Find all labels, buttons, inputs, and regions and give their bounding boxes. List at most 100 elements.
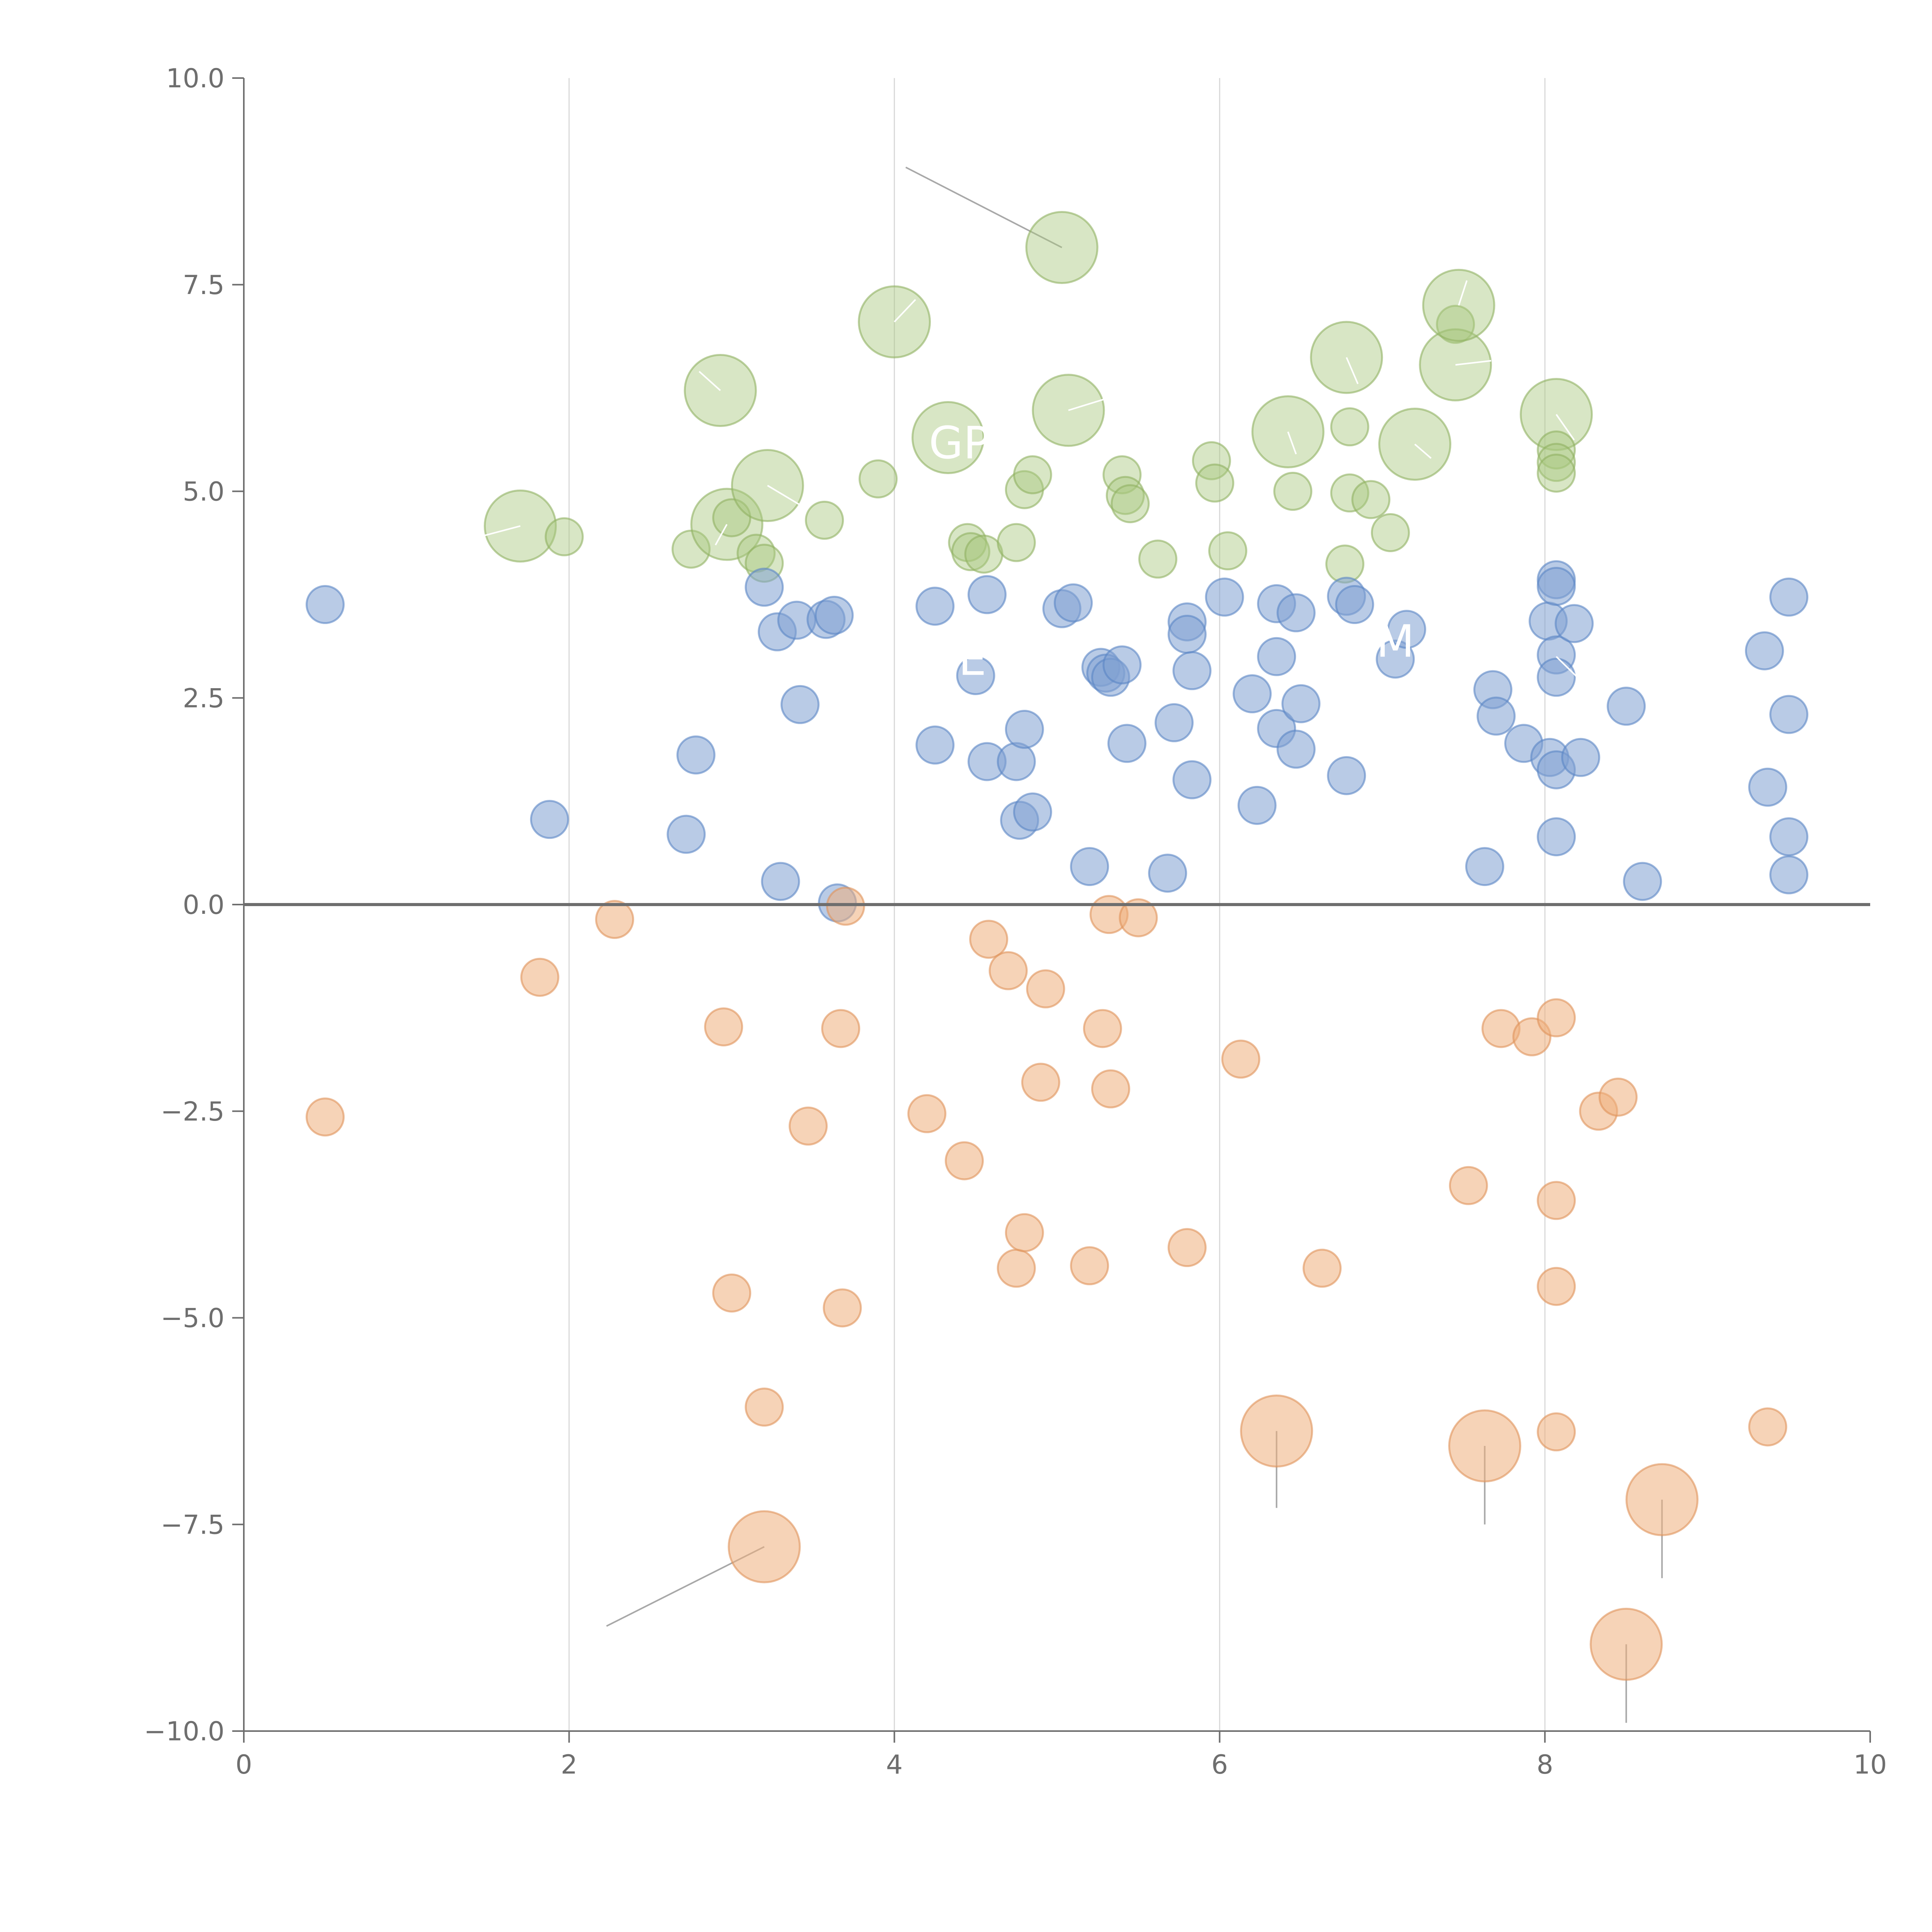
bubble-point-low [907,1094,947,1133]
bubble-point-high [859,459,898,498]
bubble-point-high [1111,484,1150,524]
bubble-point-mid [1769,695,1809,734]
bubble-point-low [1083,1009,1122,1048]
bubble-point-mid [1327,756,1366,795]
bubble-point-mid [997,742,1036,781]
bubble-point-mid [530,800,569,839]
bubble-point-mid [1013,792,1052,832]
bubble-point-low [1449,1166,1488,1205]
x-tick-label: 6 [1211,1750,1228,1780]
bubble-point-mid [1769,817,1809,857]
bubble-point-mid [1233,674,1272,714]
bubble-point-low [1026,969,1065,1009]
bubble-point-mid [1537,566,1576,606]
bubble-point-low [789,1106,828,1146]
bubble-point-mid [1107,724,1146,763]
bubble-point-mid [1054,583,1093,622]
bubble-point-mid [1155,703,1194,742]
bubble-point-mid [1607,687,1646,726]
leader-line [1345,357,1359,384]
y-tick-label: −7.5 [161,1510,224,1540]
bubble-point-low [1625,1463,1699,1536]
bubble-point-low [1590,1607,1663,1681]
bubble-point-mid [1561,738,1600,777]
bubble-point-mid [676,735,716,775]
bubble-point-low [945,1141,984,1180]
bubble-point-low [712,1273,752,1313]
bubble-point-low [988,951,1028,990]
bubble-point-mid [1172,651,1212,690]
bubble-point-low [1537,1412,1576,1452]
bubble-point-mid [1476,696,1516,736]
bubble-point-low [1537,1267,1576,1306]
bubble-point-high [1102,455,1142,495]
bubble-point-low [1537,1181,1576,1220]
bubble-point-mid [1745,631,1784,670]
y-tick-label: 7.5 [183,270,224,301]
y-tick-label: 2.5 [183,683,224,714]
bubble-point-mid [815,595,854,635]
x-tick-label: 0 [235,1750,252,1780]
bubble-point-low [520,957,560,997]
bubble-point-high [997,523,1036,562]
y-tick-label: −5.0 [161,1303,224,1334]
bubble-point-low [823,1288,862,1328]
bubble-point-mid [1537,817,1576,857]
bubble-point-high [1195,463,1235,503]
bubble-point-low [595,900,634,939]
y-tick-label: 10.0 [166,63,224,94]
bubble-point-low [1005,1213,1044,1252]
bubble-point-high [1330,407,1369,447]
bubble-point-low [1119,898,1158,937]
bubble-point-low [1070,1246,1109,1286]
x-tick-label: 10 [1854,1750,1887,1780]
bubble-point-low [997,1248,1036,1288]
bubble-point-low [1021,1063,1060,1102]
bubble-point-high [1273,472,1313,511]
bubble-point-low [745,1388,784,1427]
bubble-point-low [969,920,1009,959]
bubble-point-mid [915,587,955,626]
inner-leader-lines [479,280,1578,678]
bubble-point-mid [1537,658,1576,697]
y-tick-label: 0.0 [183,890,224,920]
leader-line [479,525,521,538]
bubble-point-mid [667,815,706,854]
bubble-point-high [1138,539,1177,579]
bubble-point-mid [780,685,820,724]
bubble-point-mid [1769,855,1809,895]
leader-line [1458,280,1468,306]
bubble-point-mid [1167,615,1207,654]
bubble-point-mid [1172,760,1212,799]
leader-line [1556,414,1575,441]
leader-line [1455,360,1492,366]
bubble-point-low [821,1009,861,1048]
bubble-point-high [951,532,990,571]
bubble-point-high [1351,480,1391,519]
leader-line [894,299,916,323]
leader-line [905,167,1063,248]
bubble-point-mid [1148,854,1187,893]
y-tick-label: 5.0 [183,477,224,507]
leader-line [1068,398,1106,411]
x-tick-label: 4 [886,1750,903,1780]
bubble-point-low [1303,1248,1342,1288]
leader-line [714,524,728,546]
bubble-point-high [1208,531,1247,571]
bubble-point-mid [1237,786,1277,825]
bubble-point-mid [305,585,345,624]
bubble-point-mid [1276,730,1316,769]
bubble-point-high [731,449,804,522]
bubble-point-high [1025,211,1099,284]
point-label: GP [929,417,990,469]
leader-line [1414,444,1432,459]
bubble-point-mid [1623,862,1662,901]
bubble-point-mid [956,656,995,695]
bubble-point-mid [1205,577,1244,617]
bubble-point-high [1537,443,1576,482]
bubble-point-low [826,886,865,926]
bubble-point-mid [1102,645,1142,685]
bubble-point-low [728,1510,801,1583]
y-tick-label: −10.0 [144,1716,224,1747]
